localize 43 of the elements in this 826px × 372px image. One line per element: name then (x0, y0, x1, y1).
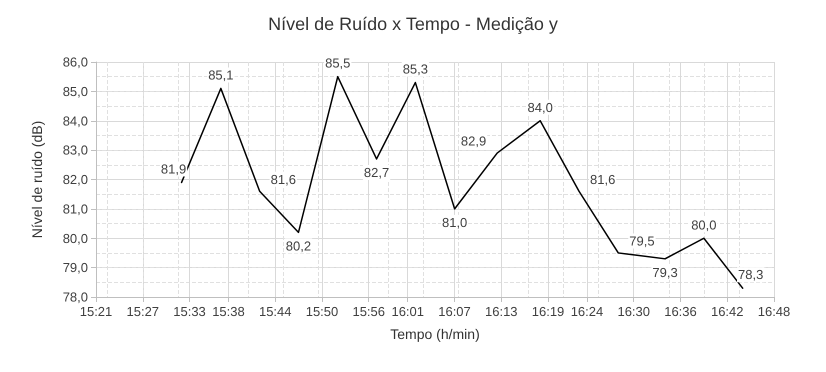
x-tick-label: 15:50 (306, 304, 338, 319)
data-label: 79,3 (652, 264, 678, 280)
x-tick-label: 15:56 (352, 304, 386, 319)
chart-title: Nível de Ruído x Tempo - Medição y (268, 14, 558, 34)
x-tick-label: 16:24 (570, 304, 604, 319)
x-tick-label: 16:42 (710, 304, 744, 319)
data-label: 81,9 (160, 161, 186, 176)
y-tick-label: 78,0 (62, 290, 88, 304)
data-label: 79,5 (629, 233, 655, 248)
y-axis-title: Nível de ruído (dB) (29, 120, 45, 238)
y-tick-label: 82,0 (62, 172, 88, 187)
y-tick-label: 83,0 (62, 142, 88, 158)
x-tick-label: 16:36 (664, 304, 697, 319)
data-label: 82,9 (460, 134, 486, 149)
y-tick-label: 79,0 (62, 260, 88, 276)
x-tick-label: 15:38 (212, 304, 245, 319)
data-label: 80,0 (691, 217, 717, 232)
data-label: 81,6 (590, 172, 616, 187)
y-tick-label: 80,0 (62, 230, 88, 246)
x-tick-label: 16:19 (532, 304, 564, 319)
x-axis-title: Tempo (h/min) (390, 326, 480, 342)
data-label: 81,0 (442, 214, 468, 230)
data-label: 84,0 (528, 100, 553, 115)
x-tick-label: 15:33 (173, 304, 206, 319)
data-label: 78,3 (738, 267, 764, 282)
y-tick-label: 85,0 (62, 84, 88, 99)
x-tick-label: 15:27 (126, 304, 160, 319)
data-label: 80,2 (286, 238, 312, 254)
x-tick-label: 16:30 (617, 304, 650, 319)
x-tick-label: 16:07 (438, 304, 471, 319)
x-tick-label: 16:01 (391, 304, 424, 319)
x-tick-label: 16:48 (758, 304, 790, 319)
data-label: 85,3 (402, 62, 428, 77)
data-label: 81,6 (270, 172, 296, 187)
y-tick-label: 86,0 (62, 54, 88, 70)
x-tick-label: 15:21 (80, 304, 112, 319)
x-tick-label: 16:13 (484, 304, 518, 319)
x-tick-label: 15:44 (258, 304, 292, 319)
data-label: 82,7 (364, 164, 390, 180)
y-tick-label: 81,0 (62, 201, 88, 216)
y-tick-label: 84,0 (62, 113, 88, 128)
data-label: 85,5 (325, 56, 350, 71)
data-label: 85,1 (208, 67, 234, 82)
